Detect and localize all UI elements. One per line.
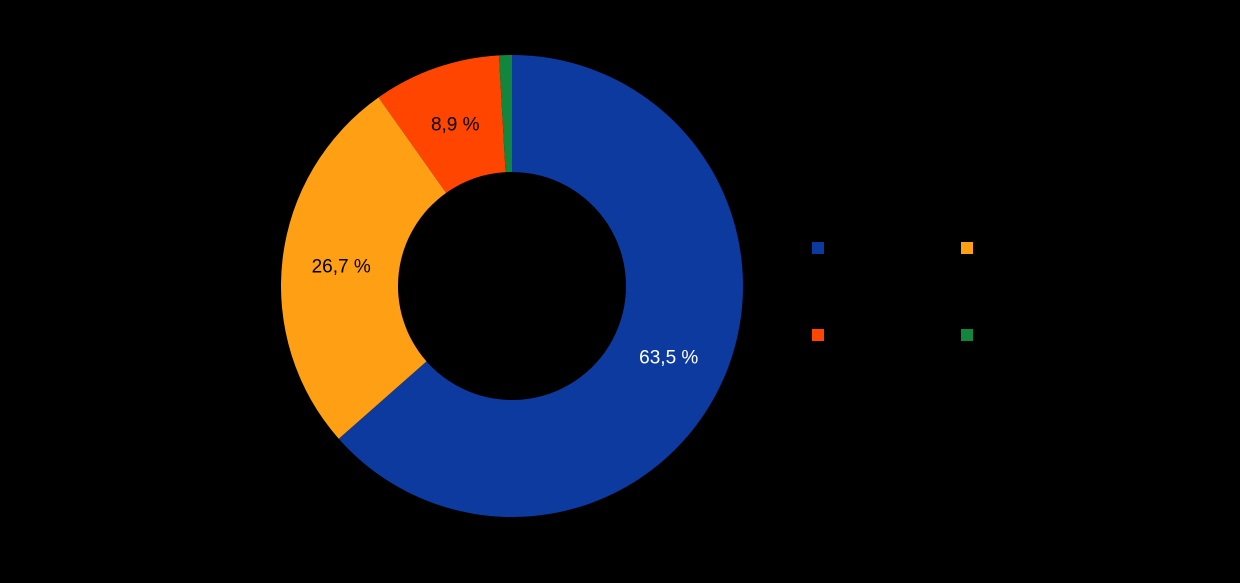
slice-label-1: 26,7 % [312, 257, 371, 278]
legend-marker-3[interactable] [961, 329, 973, 341]
slice-label-2: 8,9 % [431, 114, 480, 135]
slice-label-0: 63,5 % [639, 347, 698, 368]
donut-slice-2[interactable] [378, 55, 506, 193]
legend-marker-0[interactable] [812, 242, 824, 254]
legend-marker-1[interactable] [961, 242, 973, 254]
donut-slice-3[interactable] [498, 55, 512, 173]
donut-slice-1[interactable] [281, 97, 447, 439]
donut-slice-0[interactable] [338, 55, 743, 517]
legend-marker-2[interactable] [812, 329, 824, 341]
